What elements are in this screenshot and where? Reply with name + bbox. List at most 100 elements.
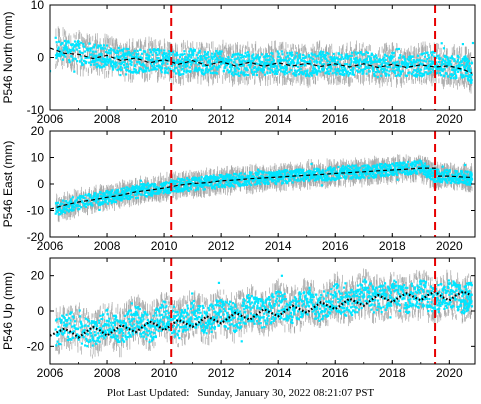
data-point bbox=[110, 47, 113, 50]
data-point bbox=[332, 58, 335, 61]
data-point bbox=[428, 60, 431, 63]
data-point bbox=[385, 72, 388, 76]
data-point bbox=[457, 68, 461, 71]
data-point bbox=[99, 47, 103, 50]
data-point bbox=[134, 55, 137, 59]
data-point bbox=[232, 74, 235, 77]
data-point bbox=[311, 57, 315, 60]
data-point bbox=[118, 56, 122, 59]
data-point bbox=[134, 64, 137, 67]
data-point bbox=[350, 60, 353, 63]
data-point bbox=[446, 75, 450, 78]
data-point bbox=[313, 60, 316, 63]
data-point bbox=[467, 67, 470, 70]
data-point bbox=[201, 61, 204, 64]
data-point bbox=[228, 62, 231, 66]
data-point bbox=[136, 60, 139, 64]
data-point bbox=[390, 54, 393, 57]
data-point bbox=[279, 57, 282, 60]
data-point bbox=[55, 56, 58, 60]
data-point bbox=[373, 74, 376, 78]
data-point bbox=[295, 52, 298, 55]
data-point bbox=[63, 53, 66, 56]
data-point bbox=[366, 66, 369, 70]
data-point bbox=[449, 60, 452, 63]
data-point bbox=[281, 53, 284, 56]
data-point bbox=[264, 54, 267, 58]
data-point bbox=[271, 69, 274, 72]
data-point bbox=[420, 72, 423, 75]
data-point bbox=[148, 48, 152, 51]
data-point bbox=[94, 50, 97, 53]
data-point bbox=[289, 62, 292, 65]
data-point bbox=[454, 68, 457, 72]
data-point bbox=[429, 66, 432, 69]
data-point bbox=[141, 62, 145, 65]
data-point bbox=[464, 64, 468, 67]
data-point bbox=[159, 66, 162, 69]
data-point bbox=[222, 62, 225, 65]
data-point bbox=[245, 67, 248, 70]
data-point bbox=[435, 56, 438, 59]
data-point bbox=[340, 53, 343, 57]
data-point bbox=[329, 56, 333, 59]
data-point bbox=[262, 65, 265, 68]
data-point bbox=[95, 59, 98, 62]
data-point bbox=[334, 71, 337, 74]
outlier-point bbox=[461, 43, 464, 46]
data-point bbox=[207, 51, 210, 54]
data-point bbox=[179, 55, 182, 59]
data-point bbox=[112, 61, 115, 64]
data-point bbox=[311, 71, 314, 75]
outlier-point bbox=[188, 66, 191, 69]
data-point bbox=[242, 71, 246, 74]
data-point bbox=[223, 66, 227, 69]
data-point bbox=[343, 63, 347, 66]
data-point bbox=[129, 62, 132, 65]
data-point bbox=[144, 66, 148, 70]
data-point bbox=[153, 48, 156, 51]
data-point bbox=[250, 68, 253, 71]
data-point bbox=[162, 62, 165, 65]
data-point bbox=[370, 53, 374, 56]
data-point bbox=[284, 56, 288, 59]
data-point bbox=[203, 50, 206, 54]
data-point bbox=[431, 68, 435, 71]
data-point bbox=[393, 70, 396, 73]
data-point bbox=[122, 64, 126, 67]
data-point bbox=[297, 65, 300, 69]
data-point bbox=[243, 74, 246, 77]
data-point bbox=[126, 65, 130, 68]
data-point bbox=[176, 58, 179, 62]
data-point bbox=[95, 54, 98, 57]
data-point bbox=[377, 65, 381, 68]
data-point bbox=[432, 50, 435, 53]
data-point bbox=[369, 57, 373, 60]
data-point bbox=[319, 61, 322, 65]
data-point bbox=[160, 60, 163, 63]
data-point bbox=[443, 68, 446, 71]
outlier-point bbox=[397, 47, 401, 51]
data-point bbox=[173, 70, 176, 73]
data-point bbox=[423, 73, 426, 76]
data-point bbox=[409, 55, 412, 58]
data-point bbox=[104, 50, 108, 54]
data-point bbox=[407, 62, 410, 65]
data-point bbox=[224, 60, 227, 63]
data-point bbox=[254, 56, 257, 60]
data-point bbox=[61, 41, 64, 45]
data-point bbox=[445, 72, 448, 75]
data-point bbox=[104, 63, 107, 66]
data-point bbox=[198, 51, 201, 54]
data-point bbox=[333, 60, 337, 63]
data-point bbox=[362, 59, 366, 62]
data-point bbox=[89, 53, 92, 56]
data-point bbox=[202, 69, 205, 72]
data-point bbox=[426, 64, 430, 67]
data-point bbox=[54, 36, 57, 39]
data-point bbox=[192, 53, 195, 57]
data-point bbox=[411, 55, 414, 58]
data-point bbox=[213, 61, 216, 64]
data-point bbox=[339, 58, 342, 61]
data-point bbox=[109, 49, 112, 52]
